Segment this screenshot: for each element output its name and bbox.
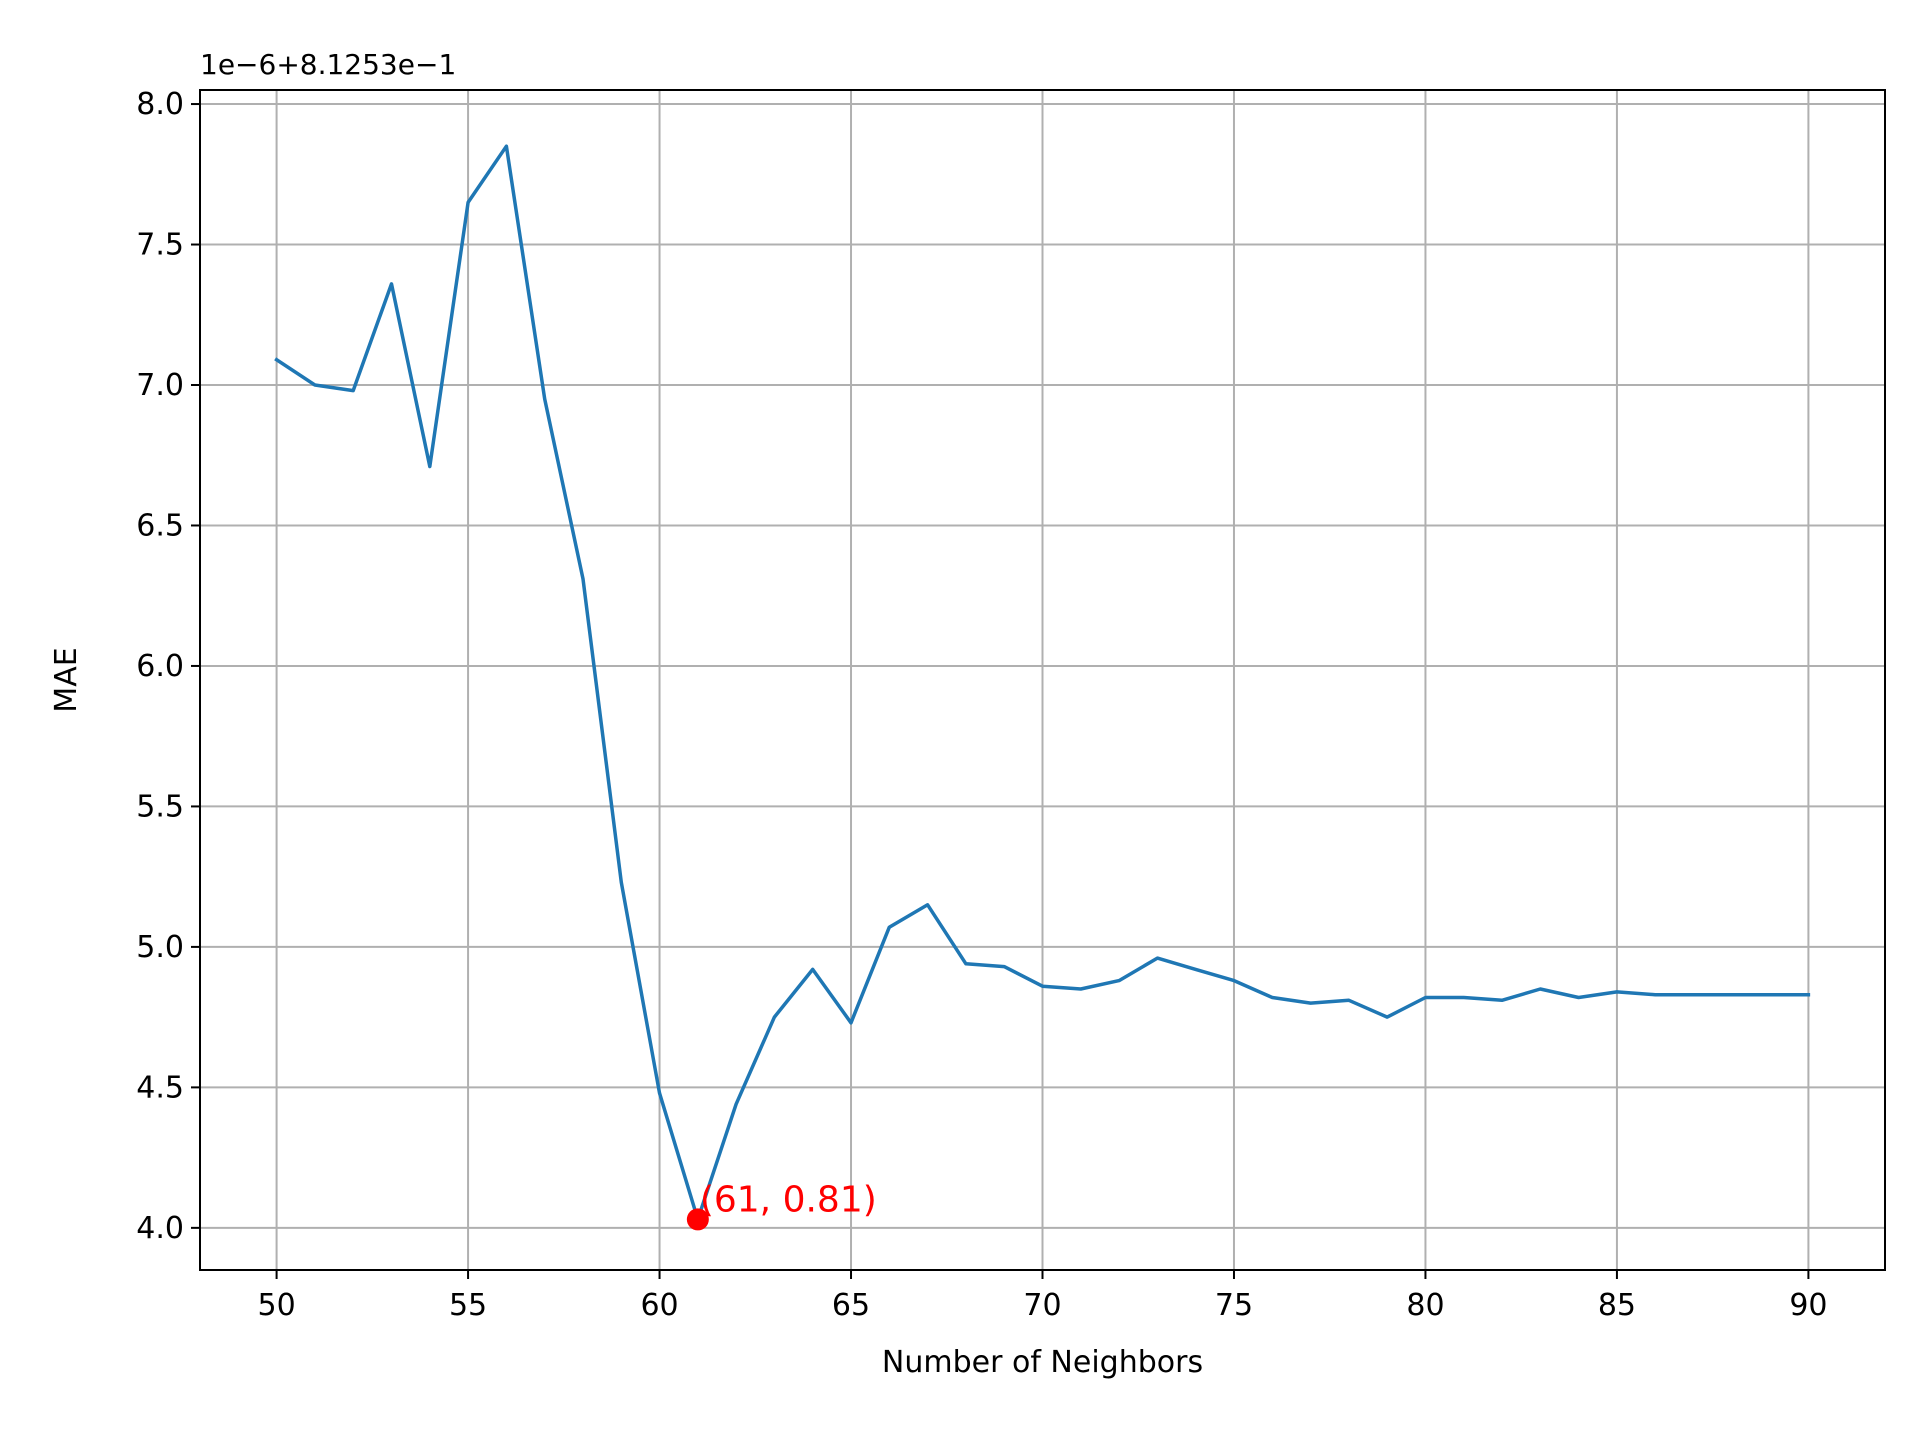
x-tick-label: 60 — [640, 1288, 678, 1323]
y-tick-label: 6.5 — [136, 508, 184, 543]
x-tick-label: 70 — [1023, 1288, 1061, 1323]
y-offset-label: 1e−6+8.1253e−1 — [200, 48, 456, 81]
minimum-point-annotation: (61, 0.81) — [700, 1179, 877, 1220]
x-axis-label: Number of Neighbors — [882, 1345, 1203, 1380]
y-tick-label: 6.0 — [136, 649, 184, 684]
x-tick-label: 50 — [257, 1288, 295, 1323]
grid-lines — [200, 90, 1885, 1270]
y-axis-label: MAE — [49, 647, 84, 712]
y-tick-label: 4.0 — [136, 1211, 184, 1246]
x-tick-label: 75 — [1215, 1288, 1253, 1323]
x-tick-label: 90 — [1789, 1288, 1827, 1323]
x-tick-label: 55 — [449, 1288, 487, 1323]
annotation-layer: (61, 0.81) — [686, 1179, 877, 1231]
y-tick-label: 4.5 — [136, 1070, 184, 1105]
y-tick-label: 8.0 — [136, 87, 184, 122]
series-line — [274, 144, 1811, 1222]
x-tick-label: 65 — [832, 1288, 870, 1323]
tick-layer: 50 55 60 65 70 75 80 85 90 4.0 4.5 5.0 5.5 6.0 6.5 7.0 7… — [136, 87, 1827, 1323]
y-tick-label: 7.5 — [136, 228, 184, 263]
y-tick-label: 5.0 — [136, 930, 184, 965]
series-layer — [274, 144, 1811, 1222]
x-tick-label: 85 — [1598, 1288, 1636, 1323]
y-tick-label: 5.5 — [136, 789, 184, 824]
y-tick-label: 7.0 — [136, 368, 184, 403]
x-tick-label: 80 — [1406, 1288, 1444, 1323]
minimum-point-marker — [686, 1208, 709, 1231]
